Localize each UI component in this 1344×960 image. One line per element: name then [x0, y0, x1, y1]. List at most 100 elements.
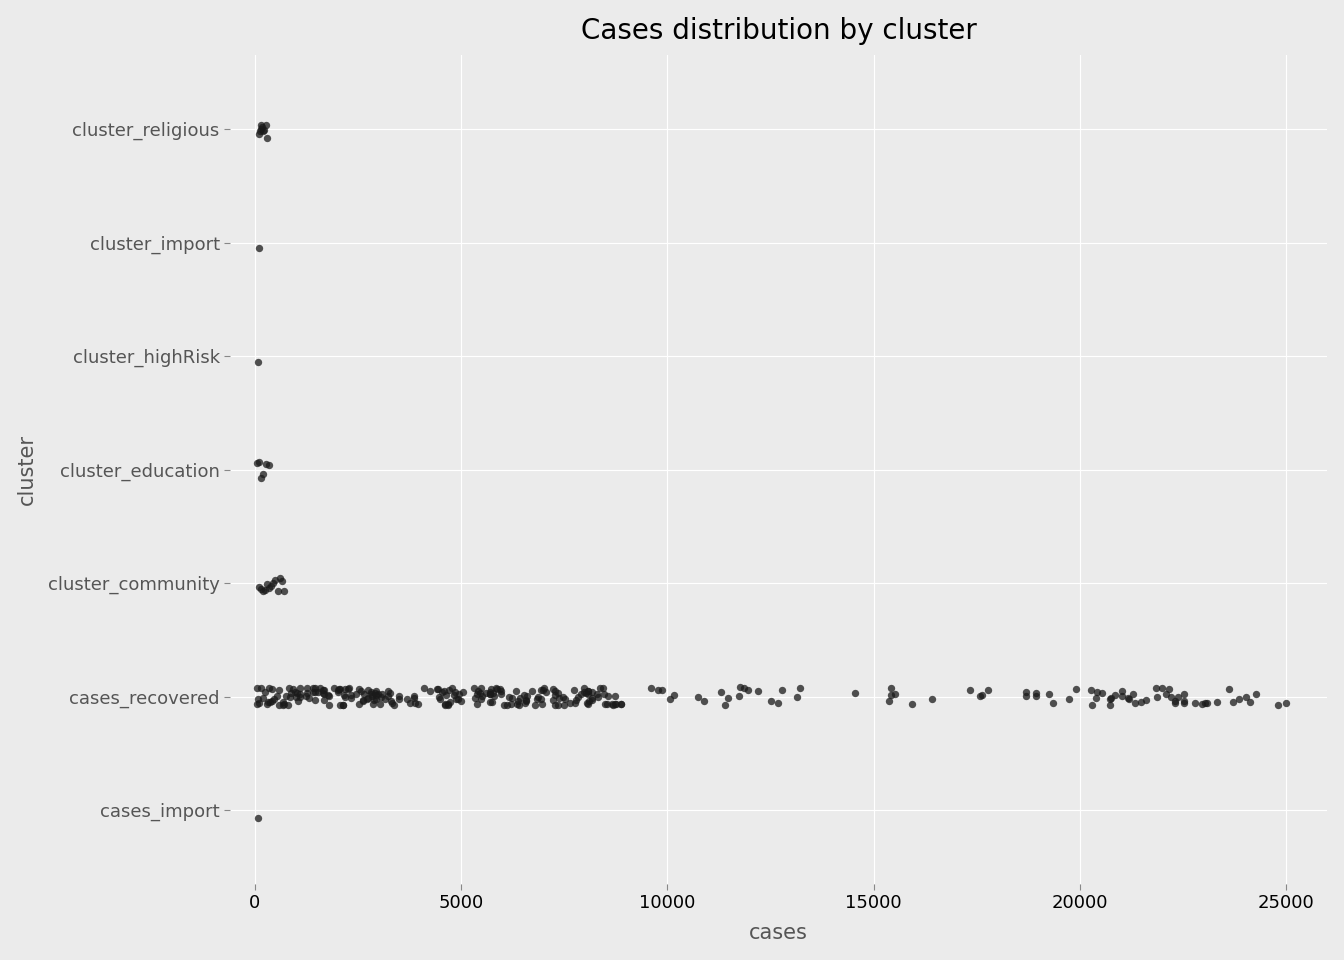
Point [536, 684, 558, 700]
Point [439, 695, 461, 710]
Point [362, 688, 383, 704]
Point [499, 689, 520, 705]
Point [466, 686, 488, 702]
Point [577, 695, 598, 710]
Point [266, 584, 288, 599]
Point [509, 690, 531, 706]
Point [281, 685, 302, 701]
Point [977, 683, 999, 698]
Point [480, 684, 501, 700]
Point [605, 696, 626, 711]
Point [313, 685, 335, 701]
Point [367, 686, 388, 702]
Point [485, 680, 507, 695]
Point [419, 684, 441, 699]
Point [489, 682, 511, 697]
Point [396, 691, 418, 707]
Point [262, 575, 284, 590]
Point [552, 689, 574, 705]
Point [605, 697, 626, 712]
Point [472, 688, 493, 704]
Point [246, 681, 267, 696]
Point [1164, 695, 1185, 710]
Point [254, 583, 276, 598]
Point [356, 691, 378, 707]
Point [880, 687, 902, 703]
Point [543, 692, 564, 708]
Point [319, 688, 340, 704]
Point [728, 680, 750, 695]
Point [972, 687, 993, 703]
Point [273, 696, 294, 711]
Point [574, 684, 595, 700]
Point [582, 690, 603, 706]
Point [262, 693, 284, 708]
Point [567, 690, 589, 706]
Point [1025, 688, 1047, 704]
Point [734, 680, 755, 695]
Point [884, 686, 906, 702]
Point [277, 698, 298, 713]
Point [285, 684, 306, 700]
Point [255, 456, 277, 471]
Point [286, 685, 308, 701]
Point [586, 686, 607, 702]
Point [1275, 695, 1297, 710]
Point [464, 681, 485, 696]
Point [597, 696, 618, 711]
Point [469, 685, 491, 701]
Point [687, 689, 708, 705]
Point [261, 681, 282, 696]
Point [737, 683, 758, 698]
Point [563, 682, 585, 697]
Point [258, 581, 280, 596]
Point [527, 691, 548, 707]
Point [263, 691, 285, 707]
Point [591, 681, 613, 696]
Point [280, 689, 301, 705]
Point [610, 696, 632, 711]
Point [547, 697, 569, 712]
Point [581, 692, 602, 708]
Point [610, 697, 632, 712]
Point [246, 455, 267, 470]
Point [544, 684, 566, 699]
Point [352, 692, 374, 708]
Point [266, 688, 288, 704]
Point [302, 681, 324, 696]
Point [313, 692, 335, 708]
Point [254, 684, 276, 700]
Point [250, 469, 271, 485]
Point [403, 690, 425, 706]
Point [548, 690, 570, 706]
Point [363, 693, 384, 708]
Point [960, 682, 981, 697]
Point [566, 692, 587, 708]
Point [1164, 693, 1185, 708]
Point [405, 695, 426, 710]
Point [247, 354, 269, 370]
Point [269, 570, 290, 586]
Point [508, 697, 530, 712]
Point [650, 683, 672, 698]
Point [646, 683, 668, 698]
Point [337, 680, 359, 695]
Point [1206, 695, 1227, 710]
Point [259, 694, 281, 709]
Point [577, 686, 598, 702]
Point [379, 685, 401, 701]
Point [480, 694, 501, 709]
Point [559, 695, 581, 710]
Point [1130, 694, 1152, 709]
Point [319, 698, 340, 713]
Point [438, 683, 460, 698]
Point [247, 810, 269, 826]
Point [521, 684, 543, 699]
Point [1038, 686, 1059, 702]
Point [271, 573, 293, 588]
Point [323, 681, 344, 696]
Point [448, 686, 469, 702]
Point [304, 684, 325, 700]
Point [1154, 686, 1176, 702]
Point [273, 583, 294, 598]
